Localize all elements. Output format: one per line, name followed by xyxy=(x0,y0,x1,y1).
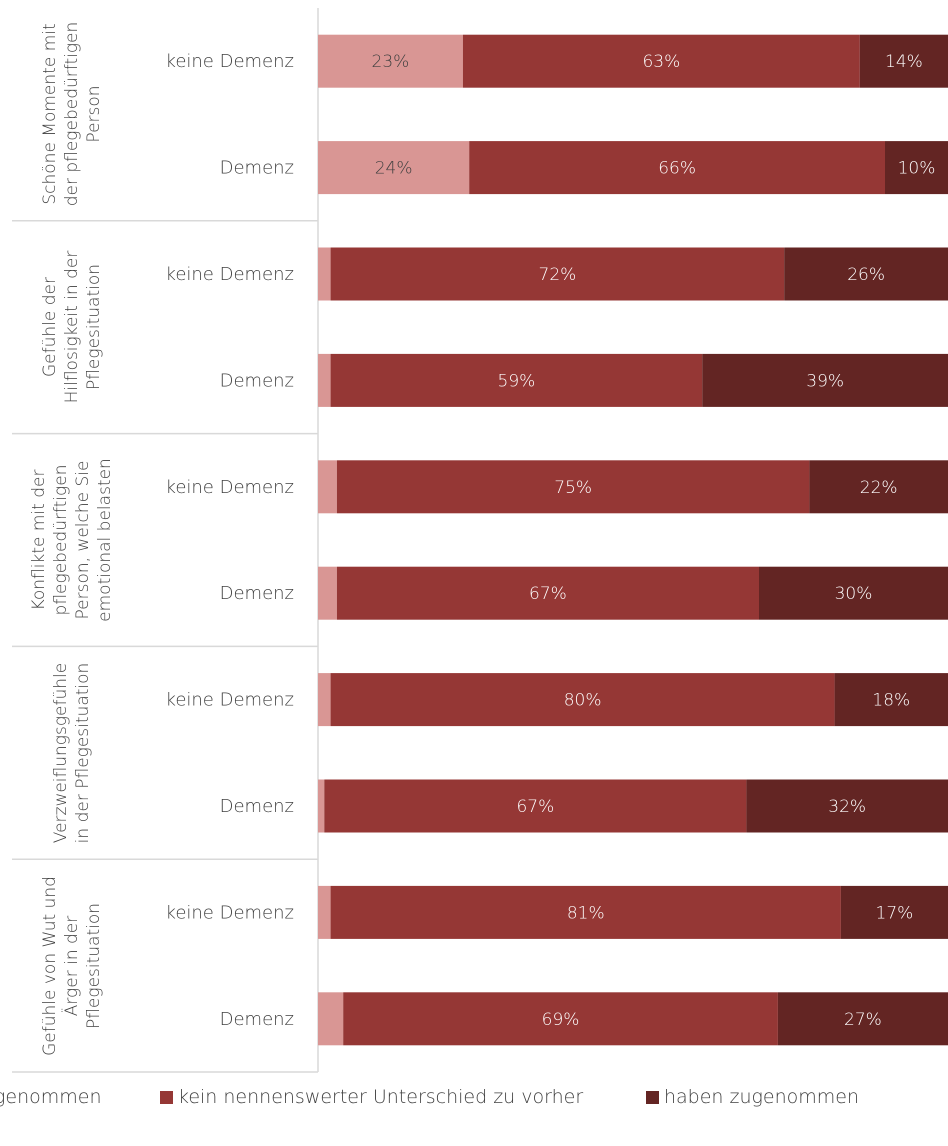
group-label-line: pflegebedürftigen xyxy=(51,464,71,616)
data-label: 22% xyxy=(860,478,898,498)
data-label: 80% xyxy=(564,691,602,711)
group-label-line: in der Pflegesituation xyxy=(73,662,93,844)
category-label: Demenz xyxy=(220,583,294,604)
bar-segment-2 xyxy=(330,247,785,301)
bar-segment-3 xyxy=(746,779,948,833)
data-label: 18% xyxy=(872,691,910,711)
bar-segment-2 xyxy=(324,779,747,833)
data-label: 72% xyxy=(539,265,577,285)
group-label-line: Hilflosigkeit in der xyxy=(62,250,82,404)
bar-segment-3 xyxy=(777,992,948,1046)
legend-item-abgenommen: genommen xyxy=(0,1086,102,1108)
bar-segment-1 xyxy=(318,779,325,833)
category-label: keine Demenz xyxy=(166,690,294,711)
bar-segment-1 xyxy=(318,353,331,407)
data-label: 26% xyxy=(847,265,885,285)
data-label: 39% xyxy=(806,371,844,391)
bar-segment-3 xyxy=(759,566,948,620)
group-label-line: emotional belasten xyxy=(95,458,115,622)
group-label-line: Person xyxy=(84,85,104,143)
legend-swatch-zugenommen xyxy=(646,1090,659,1104)
data-label: 14% xyxy=(885,52,923,72)
legend-label-zugenommen: haben zugenommen xyxy=(664,1086,860,1108)
bar-segment-2 xyxy=(330,353,703,407)
data-label: 66% xyxy=(658,159,696,179)
legend-item-zugenommen: haben zugenommen xyxy=(646,1086,859,1108)
bars: 23% 63% 14% 24% 66% 10% 72% 26% 59% 39% 75% 22% 67% 3… xyxy=(318,34,948,1046)
category-label: Demenz xyxy=(220,370,294,391)
data-label: 24% xyxy=(375,159,413,179)
category-label: keine Demenz xyxy=(166,477,294,498)
bar-segment-1 xyxy=(318,566,337,620)
bar-segment-1 xyxy=(318,992,344,1046)
group-label-line: der pflegebedürftigen xyxy=(62,22,82,207)
legend-swatch-kein-unterschied xyxy=(160,1090,173,1104)
bar-segment-2 xyxy=(336,566,759,620)
bar-segment-3 xyxy=(784,247,948,301)
bar-segment-3 xyxy=(702,353,948,407)
group-label-line: Gefühle von Wut und xyxy=(40,875,60,1056)
bar-segment-2 xyxy=(330,885,841,939)
data-label: 32% xyxy=(828,797,866,817)
bar-segment-2 xyxy=(343,992,778,1046)
data-label: 67% xyxy=(529,584,567,604)
data-label: 17% xyxy=(876,903,914,923)
category-label: keine Demenz xyxy=(166,902,294,923)
bar-segment-2 xyxy=(462,34,860,88)
bar-segment-2 xyxy=(469,141,885,195)
group-label-line: Ärger in der xyxy=(62,915,82,1016)
bar-segment-2 xyxy=(330,673,835,727)
legend: genommen kein nennenswerter Unterschied … xyxy=(0,1086,948,1116)
bar-segment-1 xyxy=(318,885,331,939)
legend-item-kein-unterschied: kein nennenswerter Unterschied zu vorher xyxy=(160,1086,583,1108)
data-label: 10% xyxy=(898,159,936,179)
bar-segment-1 xyxy=(318,247,331,301)
data-label: 75% xyxy=(554,478,592,498)
bar-segment-3 xyxy=(859,34,948,88)
bar-segment-3 xyxy=(885,141,948,195)
group-label-text: Verzweiflungsgefühle in der Pflegesituati… xyxy=(50,662,94,843)
category-labels: keine Demenz Demenz keine Demenz Demenz kein… xyxy=(166,51,294,1030)
category-label: keine Demenz xyxy=(166,264,294,285)
group-label-line: Pflegesituation xyxy=(84,902,104,1029)
group-label-text: Konflikte mit der pflegebedürftigen Person… xyxy=(28,458,116,622)
data-label: 67% xyxy=(516,797,554,817)
group-label-line: Pflegesituation xyxy=(84,264,104,391)
group-label-text: Schöne Momente mit der pflegebedürftigen P… xyxy=(39,22,105,207)
bar-segment-2 xyxy=(336,460,810,514)
legend-label-abgenommen: genommen xyxy=(0,1086,102,1108)
category-label: Demenz xyxy=(220,1009,294,1030)
category-label: keine Demenz xyxy=(166,51,294,72)
bar-segment-1 xyxy=(318,141,470,195)
group-label-line: Person, welche Sie xyxy=(73,460,93,620)
group-label-line: Gefühle der xyxy=(40,277,60,378)
data-label: 63% xyxy=(642,52,680,72)
data-label: 69% xyxy=(542,1010,580,1030)
data-label: 59% xyxy=(498,371,536,391)
bar-segment-3 xyxy=(840,885,948,939)
data-label: 81% xyxy=(567,903,605,923)
legend-label-kein-unterschied: kein nennenswerter Unterschied zu vorher xyxy=(178,1086,584,1108)
group-label-line: Schöne Momente mit xyxy=(40,23,60,206)
data-label: 30% xyxy=(835,584,873,604)
bar-segment-1 xyxy=(318,34,463,88)
group-label-line: Konflikte mit der xyxy=(29,469,49,611)
bar-segment-1 xyxy=(318,460,337,514)
group-label-text: Gefühle der Hilflosigkeit in der Pflegesit… xyxy=(39,251,105,404)
bar-segment-1 xyxy=(318,673,331,727)
category-label: Demenz xyxy=(220,796,294,817)
bar-segment-3 xyxy=(834,673,948,727)
bar-segment-3 xyxy=(809,460,948,514)
group-label-text: Gefühle von Wut und Ärger in der Pflegesit… xyxy=(39,876,105,1056)
data-label: 23% xyxy=(372,52,410,72)
group-label-line: Verzweiflungsgefühle xyxy=(51,662,71,844)
data-label: 27% xyxy=(844,1010,882,1030)
category-label: Demenz xyxy=(220,158,294,179)
